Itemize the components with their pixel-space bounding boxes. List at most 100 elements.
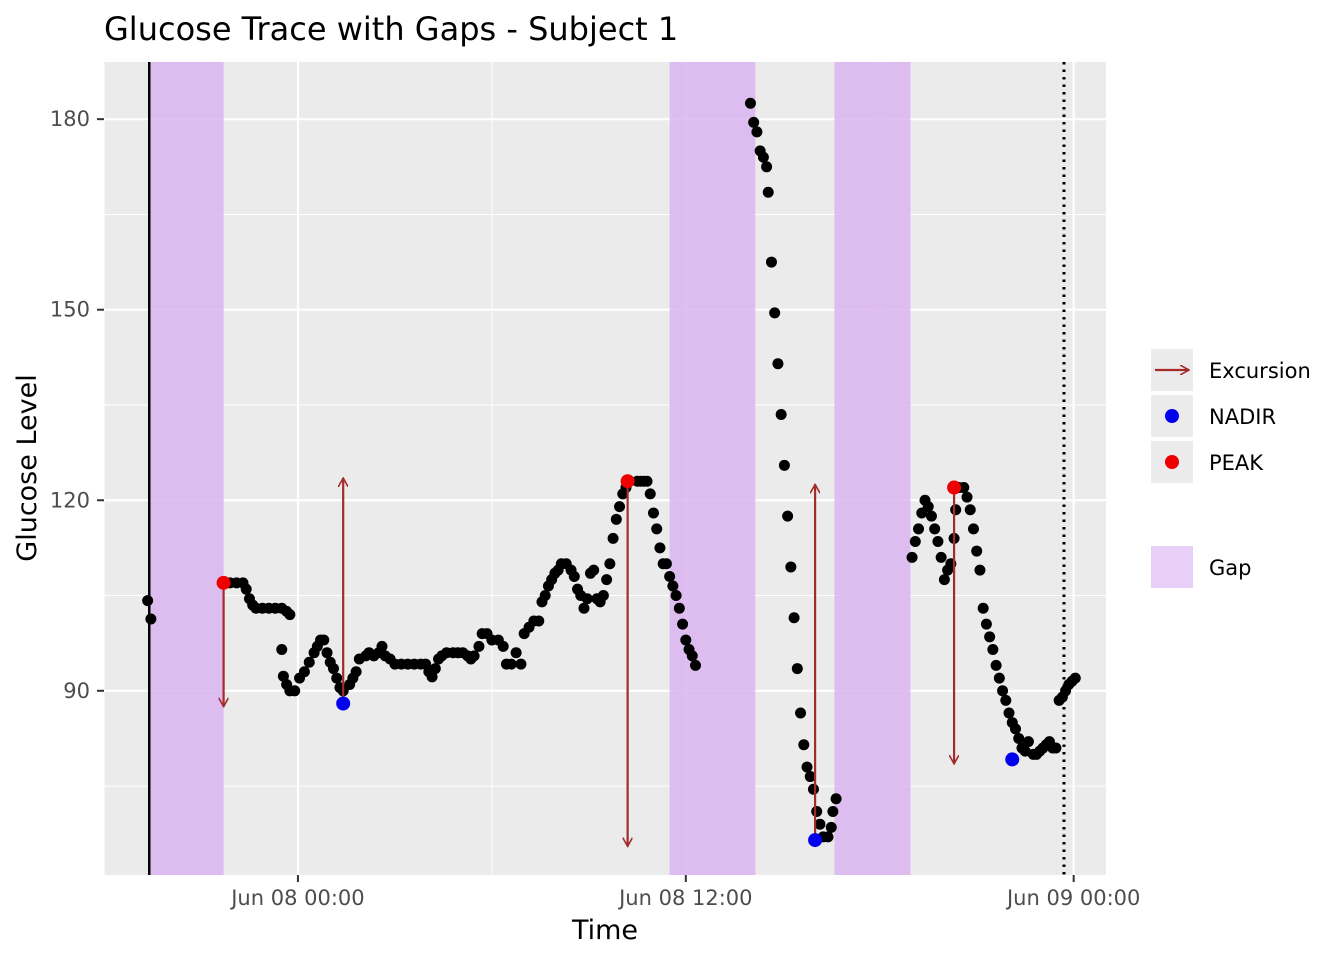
plot-panel: [104, 62, 1106, 875]
glucose-point: [909, 536, 921, 548]
glucose-point: [277, 670, 289, 682]
glucose-point: [145, 613, 157, 625]
y-tick-label: 180: [50, 107, 90, 131]
glucose-point: [788, 612, 800, 624]
glucose-point: [804, 771, 816, 783]
nadir-point: [336, 696, 351, 711]
glucose-point: [473, 640, 485, 652]
glucose-point: [647, 507, 659, 519]
glucose-point: [1009, 723, 1021, 735]
glucose-point: [429, 663, 441, 675]
glucose-point: [950, 504, 962, 516]
glucose-point: [958, 482, 970, 494]
glucose-point: [1013, 732, 1025, 744]
glucose-point: [984, 631, 996, 643]
glucose-point: [964, 504, 976, 516]
glucose-point: [289, 685, 301, 697]
glucose-point: [765, 256, 777, 268]
glucose-point: [510, 647, 522, 659]
glucose-point: [772, 358, 784, 370]
glucose-point: [581, 593, 593, 605]
glucose-point: [929, 523, 941, 535]
glucose-point: [778, 459, 790, 471]
glucose-point: [651, 523, 663, 535]
gap-band: [834, 62, 911, 875]
x-axis: Jun 08 00:00 Jun 08 12:00 Jun 09 00:00: [229, 875, 1140, 910]
glucose-point: [990, 659, 1002, 671]
glucose-point: [822, 831, 834, 843]
glucose-point: [376, 640, 388, 652]
reference-lines: [148, 62, 1066, 875]
glucose-point: [533, 615, 545, 627]
glucose-point: [578, 602, 590, 614]
glucose-point: [667, 580, 679, 592]
x-tick-label: Jun 08 12:00: [617, 886, 752, 910]
glucose-point: [614, 501, 626, 513]
y-axis: 90 120 150 180: [50, 107, 104, 703]
glucose-point: [785, 561, 797, 573]
glucose-point: [601, 574, 613, 586]
glucose-points: [142, 97, 1081, 843]
glucose-point: [748, 116, 760, 128]
glucose-point: [795, 707, 807, 719]
glucose-point: [1022, 736, 1034, 748]
glucose-point: [997, 685, 1009, 697]
peak-point: [620, 474, 635, 489]
glucose-point: [515, 658, 527, 670]
glucose-point: [925, 510, 937, 522]
glucose-point: [932, 536, 944, 548]
glucose-point: [761, 161, 773, 173]
glucose-point: [327, 663, 339, 675]
glucose-point: [497, 640, 509, 652]
glucose-point: [298, 666, 310, 678]
glucose-point: [1050, 742, 1062, 754]
glucose-point: [142, 595, 154, 607]
glucose-point: [568, 570, 580, 582]
nadir-point: [808, 833, 823, 848]
glucose-point: [1069, 672, 1081, 684]
glucose-point: [913, 523, 925, 535]
peak-point: [947, 480, 962, 495]
glucose-point: [1003, 707, 1015, 719]
glucose-point: [426, 671, 438, 683]
gap-band: [149, 62, 224, 875]
y-tick-label: 120: [50, 488, 90, 512]
glucose-point: [468, 650, 480, 662]
glucose-point: [680, 634, 692, 646]
glucose-point: [644, 488, 656, 500]
gap-bands: [149, 62, 911, 875]
glucose-point: [318, 634, 330, 646]
glucose-point: [782, 510, 794, 522]
glucose-point: [744, 97, 756, 109]
glucose-point: [610, 513, 622, 525]
glucose-point: [539, 590, 551, 602]
y-tick-label: 90: [63, 679, 90, 703]
x-tick-label: Jun 08 00:00: [229, 886, 364, 910]
gap-band: [669, 62, 756, 875]
glucose-point: [276, 644, 288, 656]
glucose-point: [922, 501, 934, 513]
glucose-point: [284, 609, 296, 621]
y-tick-label: 150: [50, 298, 90, 322]
glucose-point: [827, 805, 839, 817]
legend-key-nadir: [1165, 409, 1179, 423]
glucose-point: [673, 602, 685, 614]
glucose-point: [331, 672, 343, 684]
glucose-point: [303, 656, 315, 668]
glucose-point: [814, 818, 826, 830]
y-axis-title: Glucose Level: [12, 374, 43, 561]
excursion-arrows: [224, 478, 954, 846]
glucose-point: [961, 491, 973, 503]
glucose-point: [811, 805, 823, 817]
glucose-point: [677, 618, 689, 630]
glucose-point: [505, 658, 517, 670]
glucose-point: [762, 186, 774, 198]
glucose-point: [690, 659, 702, 671]
legend-key-gap: [1151, 546, 1193, 588]
glucose-point: [641, 475, 653, 487]
glucose-point: [938, 574, 950, 586]
glucose-point: [987, 644, 999, 656]
glucose-point: [240, 583, 252, 595]
glucose-point: [1000, 694, 1012, 706]
